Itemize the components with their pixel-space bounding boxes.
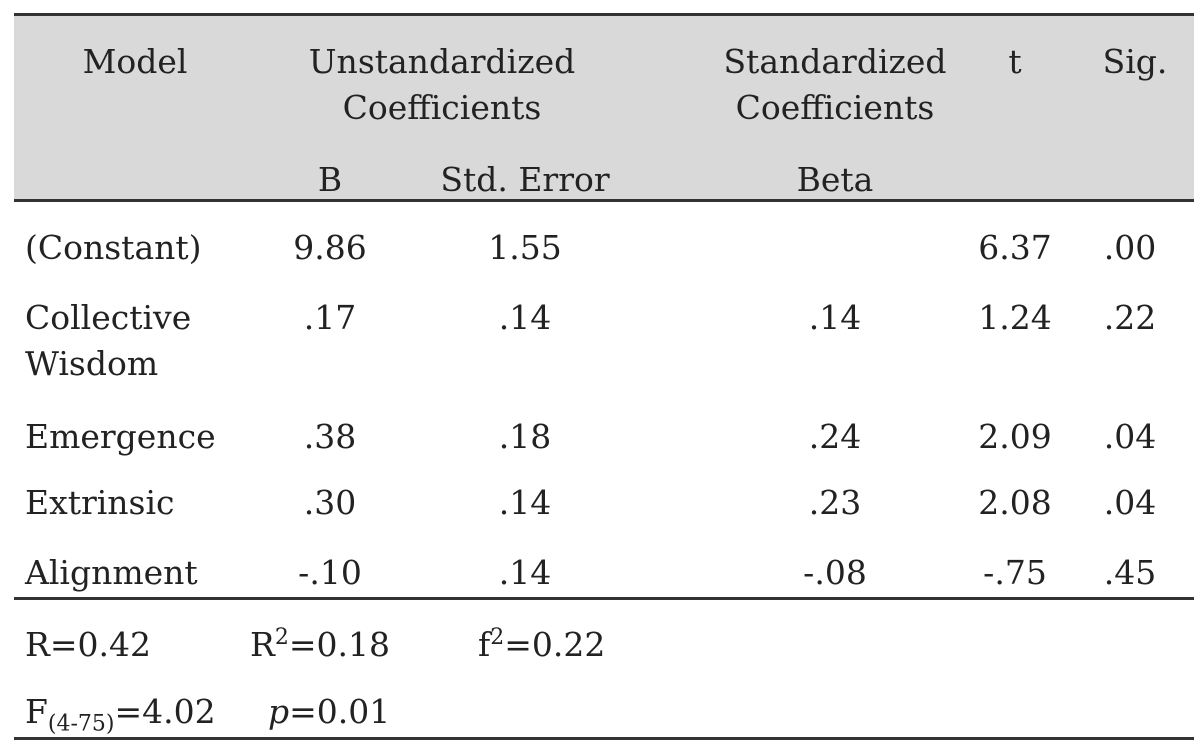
statistic: p=0.01 [268, 689, 390, 735]
header-model: Model [82, 42, 188, 81]
cell: .18 [498, 417, 552, 456]
stat-sub: (4-75) [47, 711, 115, 737]
cell: .14 [498, 298, 552, 337]
cell: .23 [808, 483, 862, 522]
statistic: F(4-75)=4.02 [25, 689, 216, 735]
cell: .14 [498, 553, 552, 592]
header-background [14, 14, 1194, 200]
statistic: f2=0.22 [478, 622, 605, 668]
statistic: R2=0.18 [250, 622, 390, 668]
header-sig: Sig. [1102, 42, 1168, 81]
cell: -.10 [298, 553, 362, 592]
header-t: t [1008, 42, 1022, 81]
row-label: Extrinsic [25, 483, 175, 522]
cell: 2.09 [978, 417, 1052, 456]
statistic: R=0.42 [25, 622, 151, 668]
stat-value: =0.01 [289, 692, 391, 731]
cell: .04 [1103, 417, 1157, 456]
cell: .17 [303, 298, 357, 337]
stat-value: =0.18 [288, 625, 390, 664]
cell: 1.24 [978, 298, 1052, 337]
cell: 6.37 [978, 228, 1052, 267]
cell: .00 [1103, 228, 1157, 267]
row-label: (Constant) [25, 228, 202, 267]
bottom-rule [14, 737, 1194, 740]
stat-symbol: F [25, 692, 48, 731]
stat-symbol: p [268, 692, 290, 731]
row-label: Emergence [25, 417, 216, 456]
cell: -.75 [983, 553, 1047, 592]
stat-sup: 2 [490, 625, 505, 650]
cell: .04 [1103, 483, 1157, 522]
stat-symbol: R [250, 625, 275, 664]
cell: 9.86 [293, 228, 367, 267]
cell: 1.55 [488, 228, 562, 267]
stat-value: =4.02 [114, 692, 216, 731]
top-rule [14, 13, 1194, 16]
header-std-error: Std. Error [440, 160, 610, 199]
row-label: Alignment [25, 553, 198, 592]
stat-sup: 2 [274, 625, 289, 650]
cell: .30 [303, 483, 357, 522]
body-rule [14, 597, 1194, 600]
header-beta: Beta [796, 160, 874, 199]
header-unstandardized: Unstandardized Coefficients [308, 42, 576, 127]
cell: .38 [303, 417, 357, 456]
cell: .45 [1103, 553, 1157, 592]
cell: .24 [808, 417, 862, 456]
stat-value: =0.22 [504, 625, 606, 664]
cell: 2.08 [978, 483, 1052, 522]
cell: .22 [1103, 298, 1157, 337]
stat-value: =0.42 [49, 625, 151, 664]
header-rule [14, 199, 1194, 202]
row-label: Collective Wisdom [25, 298, 192, 383]
stat-symbol: R [25, 625, 50, 664]
cell: .14 [808, 298, 862, 337]
cell: -.08 [803, 553, 867, 592]
header-b: B [317, 160, 343, 199]
stat-symbol: f [478, 625, 491, 664]
header-standardized: Standardized Coefficients [723, 42, 947, 127]
cell: .14 [498, 483, 552, 522]
